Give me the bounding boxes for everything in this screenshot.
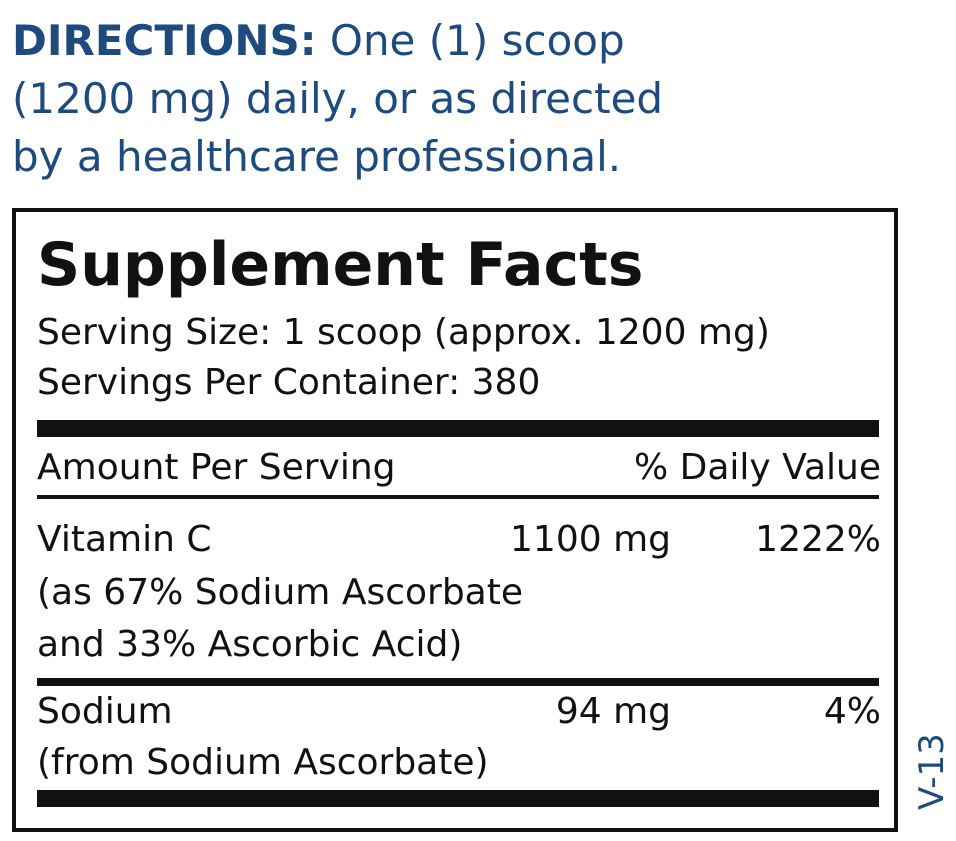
thick-divider (37, 420, 879, 437)
directions-label: DIRECTIONS: (12, 16, 317, 65)
nutrient-note: and 33% Ascorbic Acid) (37, 624, 463, 665)
serving-size: Serving Size: 1 scoop (approx. 1200 mg) (37, 312, 770, 353)
directions-text-3: by a healthcare professional. (12, 132, 622, 181)
header-amount: Amount Per Serving (37, 447, 396, 488)
header-daily-value: % Daily Value (633, 447, 881, 488)
nutrient-name: Vitamin C (37, 519, 212, 560)
servings-per-container: Servings Per Container: 380 (37, 362, 541, 403)
divider (37, 495, 879, 499)
nutrient-amount: 1100 mg (510, 519, 671, 560)
directions: DIRECTIONS: One (1) scoop (1200 mg) dail… (12, 12, 912, 186)
thick-divider-bottom (37, 790, 879, 807)
nutrient-note: (as 67% Sodium Ascorbate (37, 572, 523, 613)
directions-text-2: (1200 mg) daily, or as directed (12, 74, 664, 123)
nutrient-name: Sodium (37, 691, 173, 732)
supplement-facts-panel: Supplement Facts Serving Size: 1 scoop (… (12, 208, 898, 832)
nutrient-dv: 4% (823, 691, 881, 732)
nutrient-note: (from Sodium Ascorbate) (37, 742, 489, 783)
medium-divider (37, 678, 879, 686)
facts-title: Supplement Facts (37, 230, 644, 300)
nutrient-amount: 94 mg (555, 691, 671, 732)
version-code: V-13 (912, 733, 952, 810)
nutrient-dv: 1222% (755, 519, 881, 560)
directions-text-1: One (1) scoop (316, 16, 625, 65)
